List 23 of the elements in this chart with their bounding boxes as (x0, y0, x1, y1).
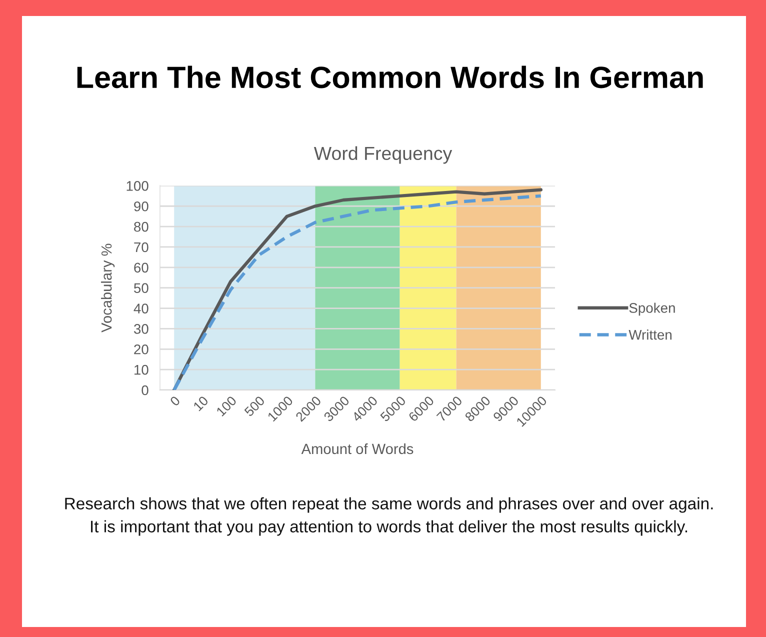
y-tick-label: 30 (134, 324, 148, 334)
y-tick-label: 70 (134, 242, 148, 252)
x-tick-label: 10 (192, 395, 209, 412)
chart-subtitle: Word Frequency (314, 146, 452, 164)
text: Research shows that we often repeat the same words and phrases over and over again. (65, 497, 713, 513)
y-tick-label: 80 (134, 222, 148, 232)
y-tick-label: 60 (134, 262, 148, 273)
y-tick-label: 90 (134, 201, 148, 212)
x-axis-title: Amount of Words (301, 443, 414, 454)
legend-label: Written (628, 330, 672, 340)
y-tick-label: 20 (134, 344, 148, 354)
text: It is important that you pay attention to words that deliver the most results quickly. (91, 520, 688, 536)
x-tick-label: 500 (244, 395, 266, 417)
x-tick-label: 100 (216, 395, 238, 417)
y-tick-label: 40 (134, 304, 148, 314)
legend-label: Spoken (629, 302, 675, 316)
y-tick-label: 50 (134, 283, 148, 294)
x-tick-label: 0 (170, 395, 181, 407)
y-tick-label: 0 (142, 385, 148, 396)
y-tick-label: 100 (126, 181, 148, 191)
y-tick-label: 10 (134, 364, 148, 375)
y-axis-title: Vocabulary % (101, 244, 115, 332)
chart-title: Learn The Most Common Words In German (77, 66, 703, 88)
